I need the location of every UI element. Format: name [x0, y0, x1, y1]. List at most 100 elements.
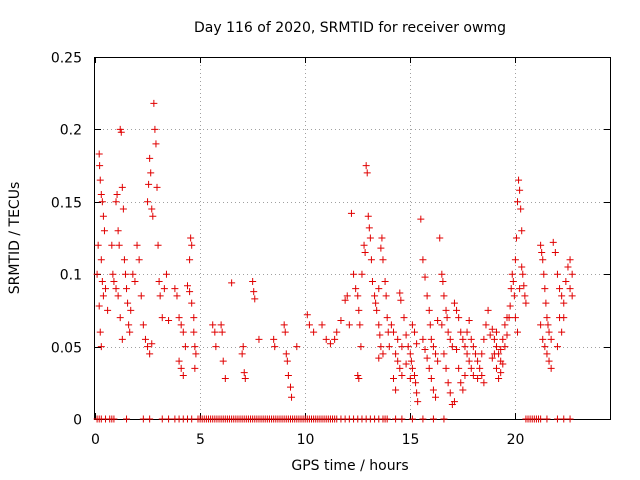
data-point	[104, 306, 112, 314]
data-point	[402, 360, 410, 368]
data-point	[100, 227, 108, 235]
data-point	[507, 285, 515, 293]
data-point	[239, 343, 247, 351]
data-point	[510, 292, 518, 300]
data-point	[553, 415, 561, 423]
data-point	[192, 350, 200, 358]
data-point	[98, 277, 106, 285]
data-point	[480, 379, 488, 387]
data-point	[366, 234, 374, 242]
axis-ticks: 0 5 10 15 20 0 0.05 0.1 0.15 0.2 0.25	[51, 51, 610, 448]
data-point	[361, 248, 369, 256]
data-point	[150, 99, 158, 107]
data-point	[566, 285, 574, 293]
data-point	[379, 350, 387, 358]
data-point	[440, 292, 448, 300]
data-point	[363, 169, 371, 177]
data-point	[471, 350, 479, 358]
data-point	[191, 343, 199, 351]
data-point	[537, 241, 545, 249]
data-point	[379, 256, 387, 264]
data-point	[283, 357, 291, 365]
data-point	[190, 314, 198, 322]
data-point	[398, 372, 406, 380]
data-point	[547, 335, 555, 343]
data-point	[377, 343, 385, 351]
data-point	[478, 372, 486, 380]
data-point	[177, 364, 185, 372]
data-point	[446, 389, 454, 397]
data-point	[432, 393, 440, 401]
y-tick-label: 0.25	[51, 51, 82, 67]
gridlines	[95, 57, 610, 419]
data-point	[385, 343, 393, 351]
data-point	[354, 292, 362, 300]
data-point	[398, 343, 406, 351]
data-point	[516, 285, 524, 293]
data-point	[469, 372, 477, 380]
data-point	[173, 292, 181, 300]
data-point	[137, 292, 145, 300]
data-point	[434, 357, 442, 365]
data-point	[488, 354, 496, 362]
data-point	[139, 321, 147, 329]
data-point	[450, 299, 458, 307]
data-point	[490, 350, 498, 358]
data-point	[394, 335, 402, 343]
data-point	[364, 212, 372, 220]
data-point	[116, 314, 124, 322]
data-point	[419, 335, 427, 343]
data-point	[280, 321, 288, 329]
x-tick-label: 15	[402, 432, 420, 448]
data-point	[506, 302, 514, 310]
data-point	[560, 314, 568, 322]
data-point	[116, 125, 124, 133]
data-point	[404, 343, 412, 351]
data-point	[442, 364, 450, 372]
data-point	[188, 415, 196, 423]
data-point	[284, 372, 292, 380]
data-point	[560, 299, 568, 307]
data-point	[110, 277, 118, 285]
data-point	[392, 350, 400, 358]
data-point	[517, 205, 525, 213]
data-point	[440, 415, 448, 423]
data-point	[96, 328, 104, 336]
data-point	[337, 317, 345, 325]
data-point	[270, 335, 278, 343]
data-points	[93, 99, 576, 423]
data-point	[251, 295, 259, 303]
data-point	[537, 415, 545, 423]
data-point	[459, 335, 467, 343]
data-point	[443, 314, 451, 322]
data-point	[499, 335, 507, 343]
data-point	[186, 288, 194, 296]
data-point	[556, 285, 564, 293]
data-point	[398, 415, 406, 423]
data-point	[419, 256, 427, 264]
y-tick-label: 0.15	[51, 196, 82, 212]
data-point	[427, 374, 435, 382]
data-point	[372, 299, 380, 307]
x-tick-label: 10	[297, 432, 315, 448]
data-point	[99, 292, 107, 300]
data-point	[426, 321, 434, 329]
data-point	[411, 372, 419, 380]
data-point	[549, 238, 557, 246]
data-point	[542, 299, 550, 307]
data-point	[249, 277, 257, 285]
data-point	[427, 335, 435, 343]
data-point	[480, 335, 488, 343]
data-point	[497, 369, 505, 377]
data-point	[551, 248, 559, 256]
data-point	[423, 292, 431, 300]
data-point	[469, 343, 477, 351]
data-point	[544, 321, 552, 329]
data-point	[126, 328, 134, 336]
data-point	[219, 357, 227, 365]
data-point	[568, 292, 576, 300]
data-point	[288, 393, 296, 401]
data-point	[457, 379, 465, 387]
data-point	[121, 270, 129, 278]
data-point	[376, 331, 384, 339]
